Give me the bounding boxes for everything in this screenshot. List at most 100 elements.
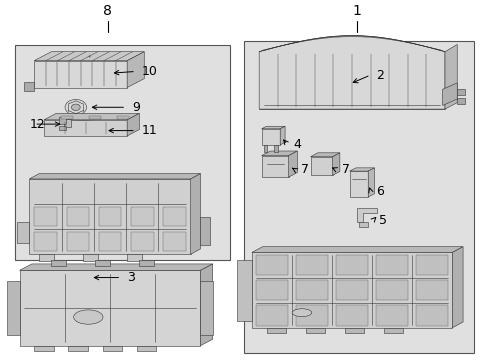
Polygon shape — [305, 328, 325, 333]
Polygon shape — [263, 145, 267, 152]
Bar — [415, 305, 447, 325]
Polygon shape — [68, 120, 110, 128]
Bar — [163, 232, 185, 251]
Text: +: + — [87, 54, 91, 59]
Polygon shape — [190, 174, 200, 254]
Polygon shape — [259, 36, 444, 109]
Ellipse shape — [74, 310, 103, 324]
Polygon shape — [127, 113, 139, 136]
Bar — [335, 280, 367, 301]
Text: 7: 7 — [300, 163, 308, 176]
Bar — [375, 280, 407, 301]
Polygon shape — [359, 222, 367, 228]
Polygon shape — [251, 252, 451, 328]
Polygon shape — [356, 208, 376, 222]
Bar — [295, 255, 327, 275]
Text: 6: 6 — [376, 185, 384, 198]
Polygon shape — [288, 151, 297, 177]
Bar — [335, 255, 367, 275]
Polygon shape — [367, 168, 374, 197]
Text: 4: 4 — [293, 138, 301, 151]
Bar — [131, 207, 153, 226]
Bar — [34, 207, 57, 226]
Polygon shape — [456, 89, 464, 95]
Bar — [99, 232, 121, 251]
Polygon shape — [51, 260, 66, 266]
Polygon shape — [127, 254, 142, 261]
Polygon shape — [344, 328, 364, 333]
Polygon shape — [200, 264, 212, 346]
Polygon shape — [332, 153, 339, 175]
Polygon shape — [29, 179, 190, 254]
Bar — [163, 207, 185, 226]
Bar — [255, 305, 287, 325]
Bar — [116, 116, 128, 119]
Bar — [66, 232, 89, 251]
Bar — [415, 255, 447, 275]
Bar — [34, 232, 57, 251]
Text: 10: 10 — [142, 65, 157, 78]
Polygon shape — [280, 126, 285, 145]
Polygon shape — [68, 346, 88, 351]
Polygon shape — [200, 281, 212, 335]
Text: 3: 3 — [127, 271, 135, 284]
Bar — [375, 255, 407, 275]
Bar — [131, 232, 153, 251]
Polygon shape — [261, 126, 285, 129]
Text: 9: 9 — [132, 101, 140, 114]
Polygon shape — [63, 119, 71, 127]
Polygon shape — [139, 260, 154, 266]
Circle shape — [65, 99, 86, 115]
Bar — [66, 207, 89, 226]
Bar — [89, 116, 101, 119]
Polygon shape — [349, 168, 374, 171]
Ellipse shape — [292, 309, 311, 317]
Bar — [295, 305, 327, 325]
Polygon shape — [7, 281, 20, 335]
Bar — [244, 41, 473, 353]
Polygon shape — [24, 82, 34, 91]
Polygon shape — [266, 328, 285, 333]
Bar — [415, 280, 447, 301]
Bar — [375, 305, 407, 325]
Polygon shape — [310, 153, 339, 157]
Bar — [61, 116, 73, 119]
Polygon shape — [137, 346, 156, 351]
Bar — [295, 280, 327, 301]
Text: 5: 5 — [378, 214, 386, 227]
Polygon shape — [17, 222, 29, 243]
Text: 1: 1 — [352, 4, 361, 18]
Polygon shape — [39, 254, 54, 261]
Polygon shape — [44, 113, 139, 120]
Polygon shape — [34, 61, 127, 87]
Polygon shape — [261, 151, 297, 156]
Polygon shape — [444, 44, 456, 109]
Polygon shape — [59, 126, 66, 130]
Circle shape — [71, 104, 80, 111]
Polygon shape — [237, 260, 251, 320]
Polygon shape — [200, 217, 210, 245]
Text: 7: 7 — [342, 163, 349, 176]
Polygon shape — [44, 120, 127, 136]
Polygon shape — [383, 328, 403, 333]
Text: 12: 12 — [29, 118, 45, 131]
Polygon shape — [451, 247, 462, 328]
Bar — [255, 280, 287, 301]
Polygon shape — [102, 346, 122, 351]
Polygon shape — [59, 117, 66, 125]
Bar — [99, 207, 121, 226]
Polygon shape — [274, 145, 278, 152]
Polygon shape — [442, 83, 456, 105]
Text: 2: 2 — [376, 68, 384, 81]
Polygon shape — [261, 129, 280, 145]
Bar — [255, 255, 287, 275]
Bar — [15, 45, 229, 260]
Polygon shape — [83, 254, 98, 261]
Polygon shape — [34, 346, 54, 351]
Bar — [335, 305, 367, 325]
Text: 8: 8 — [103, 4, 112, 18]
Text: 11: 11 — [142, 124, 157, 137]
Polygon shape — [456, 98, 464, 104]
Polygon shape — [20, 264, 212, 270]
Polygon shape — [34, 52, 144, 61]
